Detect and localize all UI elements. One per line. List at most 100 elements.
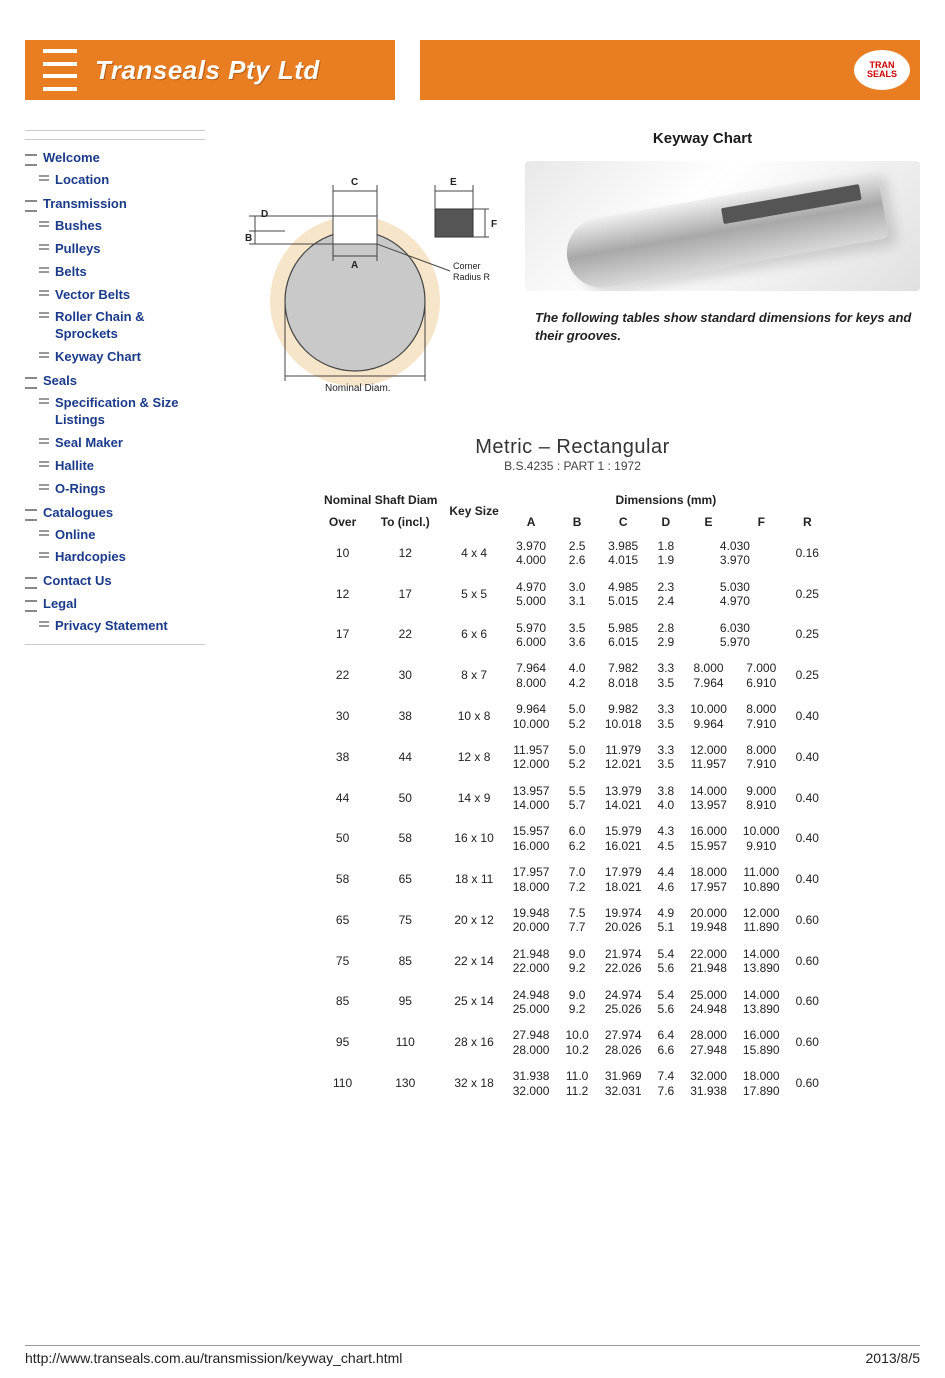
cell-f: 8.0007.910 xyxy=(735,737,788,778)
cell-c: 21.97422.026 xyxy=(597,941,650,982)
cell-key: 25 x 14 xyxy=(443,982,504,1023)
nav-divider xyxy=(25,139,205,140)
nav-item-specification-size-listings[interactable]: Specification & Size Listings xyxy=(25,392,205,432)
nav-category-welcome[interactable]: Welcome xyxy=(25,146,205,169)
spec-thead: Nominal Shaft Diam Key Size Dimensions (… xyxy=(318,489,827,533)
label-a: A xyxy=(351,260,358,271)
cell-b: 5.05.2 xyxy=(557,737,596,778)
cell-key: 12 x 8 xyxy=(443,737,504,778)
cell-a: 17.95718.000 xyxy=(505,859,558,900)
nav-item-online[interactable]: Online xyxy=(25,524,205,547)
nav-item-pulleys[interactable]: Pulleys xyxy=(25,238,205,261)
cell-e: 8.0007.964 xyxy=(682,655,735,696)
table-row: 384412 x 811.95712.0005.05.211.97912.021… xyxy=(318,737,827,778)
cell-r: 0.60 xyxy=(788,941,827,982)
nav-item-vector-belts[interactable]: Vector Belts xyxy=(25,284,205,307)
cell-key: 10 x 8 xyxy=(443,696,504,737)
nav-category-contact-us[interactable]: Contact Us xyxy=(25,569,205,592)
cell-to: 50 xyxy=(367,778,443,819)
nav-item-keyway-chart[interactable]: Keyway Chart xyxy=(25,346,205,369)
cell-e: 20.00019.948 xyxy=(682,900,735,941)
cell-f: 7.0006.910 xyxy=(735,655,788,696)
cell-e: 28.00027.948 xyxy=(682,1022,735,1063)
main-content: Keyway Chart xyxy=(225,130,920,1104)
cell-over: 95 xyxy=(318,1022,367,1063)
cell-f: 16.00015.890 xyxy=(735,1022,788,1063)
table-row: 9511028 x 1627.94828.00010.010.227.97428… xyxy=(318,1022,827,1063)
cell-to: 38 xyxy=(367,696,443,737)
cell-over: 44 xyxy=(318,778,367,819)
cell-c: 15.97916.021 xyxy=(597,818,650,859)
nav-item-hallite[interactable]: Hallite xyxy=(25,455,205,478)
cell-key: 4 x 4 xyxy=(443,533,504,574)
schematic-svg: C E F D xyxy=(225,161,505,401)
cell-a: 21.94822.000 xyxy=(505,941,558,982)
nav-item-belts[interactable]: Belts xyxy=(25,261,205,284)
cell-e: 18.00017.957 xyxy=(682,859,735,900)
cell-d: 4.95.1 xyxy=(650,900,683,941)
nav-category-seals[interactable]: Seals xyxy=(25,369,205,392)
table-row: 12175 x 54.9705.0003.03.14.9855.0152.32.… xyxy=(318,574,827,615)
cell-a: 4.9705.000 xyxy=(505,574,558,615)
th-a: A xyxy=(505,511,558,533)
nav-item-hardcopies[interactable]: Hardcopies xyxy=(25,546,205,569)
header-bar: Transeals Pty Ltd TRAN SEALS xyxy=(25,40,920,100)
cell-b: 7.07.2 xyxy=(557,859,596,900)
cell-over: 50 xyxy=(318,818,367,859)
cell-over: 110 xyxy=(318,1063,367,1104)
cell-c: 9.98210.018 xyxy=(597,696,650,737)
cell-d: 4.34.5 xyxy=(650,818,683,859)
page-root: Transeals Pty Ltd TRAN SEALS WelcomeLoca… xyxy=(0,40,945,1378)
footer: http://www.transeals.com.au/transmission… xyxy=(25,1345,920,1366)
cell-c: 11.97912.021 xyxy=(597,737,650,778)
cell-d: 2.32.4 xyxy=(650,574,683,615)
nav-category-transmission[interactable]: Transmission xyxy=(25,192,205,215)
nav-item-o-rings[interactable]: O-Rings xyxy=(25,478,205,501)
cell-c: 7.9828.018 xyxy=(597,655,650,696)
cell-c: 19.97420.026 xyxy=(597,900,650,941)
spec-heading: Metric – Rectangular B.S.4235 : PART 1 :… xyxy=(225,436,920,473)
logo-text: TRAN SEALS xyxy=(854,61,910,79)
cell-key: 6 x 6 xyxy=(443,615,504,656)
cell-over: 17 xyxy=(318,615,367,656)
nav-end-divider xyxy=(25,644,205,645)
cell-d: 3.84.0 xyxy=(650,778,683,819)
spec-tbody: 10124 x 43.9704.0002.52.63.9854.0151.81.… xyxy=(318,533,827,1104)
cell-d: 3.33.5 xyxy=(650,737,683,778)
th-to: To (incl.) xyxy=(367,511,443,533)
cell-r: 0.40 xyxy=(788,737,827,778)
spec-title: Metric – Rectangular xyxy=(225,436,920,459)
cell-f: 10.0009.910 xyxy=(735,818,788,859)
th-b: B xyxy=(557,511,596,533)
cell-ef: 5.0304.970 xyxy=(682,574,787,615)
cell-r: 0.40 xyxy=(788,818,827,859)
page-title: Keyway Chart xyxy=(485,130,920,147)
cell-over: 38 xyxy=(318,737,367,778)
cell-r: 0.60 xyxy=(788,1022,827,1063)
key-slot-graphic xyxy=(721,184,862,224)
nav-item-privacy-statement[interactable]: Privacy Statement xyxy=(25,615,205,638)
cell-key: 32 x 18 xyxy=(443,1063,504,1104)
sidebar-nav: WelcomeLocationTransmissionBushesPulleys… xyxy=(25,130,205,1104)
cell-a: 15.95716.000 xyxy=(505,818,558,859)
cell-a: 9.96410.000 xyxy=(505,696,558,737)
cell-d: 3.33.5 xyxy=(650,655,683,696)
nav-item-seal-maker[interactable]: Seal Maker xyxy=(25,432,205,455)
nav-item-bushes[interactable]: Bushes xyxy=(25,215,205,238)
cell-d: 5.45.6 xyxy=(650,982,683,1023)
cell-over: 65 xyxy=(318,900,367,941)
nav-item-roller-chain-sprockets[interactable]: Roller Chain & Sprockets xyxy=(25,306,205,346)
nav-item-location[interactable]: Location xyxy=(25,169,205,192)
nav-category-legal[interactable]: Legal xyxy=(25,592,205,615)
cell-e: 22.00021.948 xyxy=(682,941,735,982)
th-r: R xyxy=(788,511,827,533)
cell-a: 31.93832.000 xyxy=(505,1063,558,1104)
cell-f: 8.0007.910 xyxy=(735,696,788,737)
cell-r: 0.25 xyxy=(788,615,827,656)
cell-c: 27.97428.026 xyxy=(597,1022,650,1063)
cell-to: 95 xyxy=(367,982,443,1023)
nav-category-catalogues[interactable]: Catalogues xyxy=(25,501,205,524)
key-shaft-graphic xyxy=(561,169,888,291)
label-b: B xyxy=(245,233,252,244)
logo-badge-icon: TRAN SEALS xyxy=(854,50,910,90)
